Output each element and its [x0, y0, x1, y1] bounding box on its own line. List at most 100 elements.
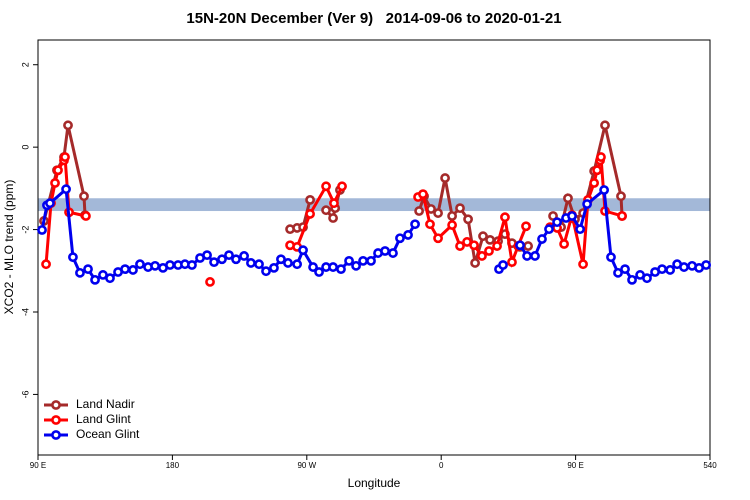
data-point — [224, 250, 234, 261]
reference-band — [38, 198, 710, 212]
x-tick-label: 540 — [703, 461, 717, 470]
data-point — [336, 264, 346, 275]
data-point — [485, 234, 495, 245]
data-point — [75, 267, 85, 278]
data-point — [135, 259, 145, 270]
legend-marker — [51, 400, 61, 410]
data-point — [63, 120, 73, 131]
data-point — [418, 189, 428, 200]
data-point — [305, 209, 315, 219]
x-tick-label: 90 E — [30, 461, 46, 470]
data-point — [328, 213, 338, 223]
data-point — [500, 212, 510, 223]
x-tick-label: 90 W — [297, 461, 316, 470]
data-point — [642, 273, 652, 284]
data-point — [521, 221, 531, 232]
legend-label: Ocean Glint — [76, 427, 140, 441]
data-point — [613, 267, 623, 278]
data-point — [337, 181, 347, 192]
data-point — [53, 165, 63, 176]
data-point — [50, 178, 60, 188]
data-point — [414, 206, 424, 216]
data-point — [83, 264, 93, 275]
data-point — [120, 264, 130, 275]
plot-frame — [37, 39, 711, 456]
y-tick-label: -4 — [20, 308, 30, 316]
y-tick-label: -2 — [20, 226, 30, 234]
legend-marker — [51, 415, 61, 425]
data-point — [701, 260, 712, 270]
x-axis-label: Longitude — [348, 476, 401, 490]
data-point — [239, 251, 249, 261]
data-point — [329, 198, 339, 209]
data-point — [469, 240, 479, 251]
data-point — [165, 260, 175, 270]
data-point — [292, 259, 302, 270]
data-point — [395, 233, 405, 244]
data-point — [358, 255, 368, 266]
data-point — [665, 265, 676, 275]
data-point — [298, 245, 308, 256]
data-point — [261, 266, 271, 277]
data-point — [305, 195, 315, 205]
data-point — [575, 224, 585, 235]
data-point — [433, 233, 443, 244]
data-point — [246, 258, 256, 268]
data-point — [606, 252, 616, 263]
data-point — [620, 264, 630, 275]
data-point — [589, 178, 600, 188]
data-point — [351, 260, 361, 271]
data-point — [105, 273, 115, 284]
data-point — [530, 251, 540, 261]
data-point — [321, 181, 331, 192]
y-tick-label: 2 — [20, 62, 30, 67]
data-point — [217, 254, 227, 265]
data-point — [276, 254, 286, 265]
data-point — [599, 185, 610, 195]
legend-label: Land Glint — [76, 412, 131, 426]
data-point — [79, 191, 89, 202]
data-point — [321, 205, 331, 216]
data-point — [563, 193, 573, 204]
data-point — [492, 241, 502, 251]
data-point — [410, 219, 420, 230]
data-point — [45, 198, 55, 209]
data-point — [617, 211, 627, 221]
data-point — [150, 260, 160, 271]
data-point — [578, 259, 588, 270]
legend-marker — [51, 430, 61, 440]
data-point — [484, 246, 494, 256]
y-tick-label: -6 — [20, 390, 30, 398]
data-point — [657, 264, 667, 275]
data-point — [440, 173, 450, 183]
data-point — [231, 254, 241, 265]
data-point — [478, 231, 488, 242]
y-axis-label: XCO2 - MLO trend (ppm) — [2, 180, 16, 315]
data-point — [81, 211, 91, 221]
chart-title: 15N-20N December (Ver 9) 2014-09-06 to 2… — [186, 10, 561, 27]
data-point — [559, 239, 570, 249]
data-point — [254, 259, 264, 270]
data-point — [128, 265, 138, 275]
data-point — [552, 217, 562, 228]
data-point — [596, 152, 606, 162]
data-point — [37, 225, 47, 235]
data-point — [470, 258, 480, 268]
y-tick-label: 0 — [20, 145, 30, 150]
data-point — [447, 211, 458, 221]
data-point — [425, 219, 435, 230]
x-tick-label: 90 E — [567, 461, 583, 470]
data-point — [447, 220, 458, 230]
data-point — [477, 251, 487, 261]
data-point — [544, 224, 554, 235]
data-point — [283, 258, 293, 268]
data-point — [328, 262, 338, 272]
data-point — [209, 257, 219, 268]
data-point — [679, 262, 689, 272]
data-point — [600, 120, 610, 131]
data-point — [433, 208, 443, 218]
data-point — [269, 262, 279, 273]
data-point — [522, 251, 532, 261]
x-tick-label: 180 — [166, 461, 180, 470]
